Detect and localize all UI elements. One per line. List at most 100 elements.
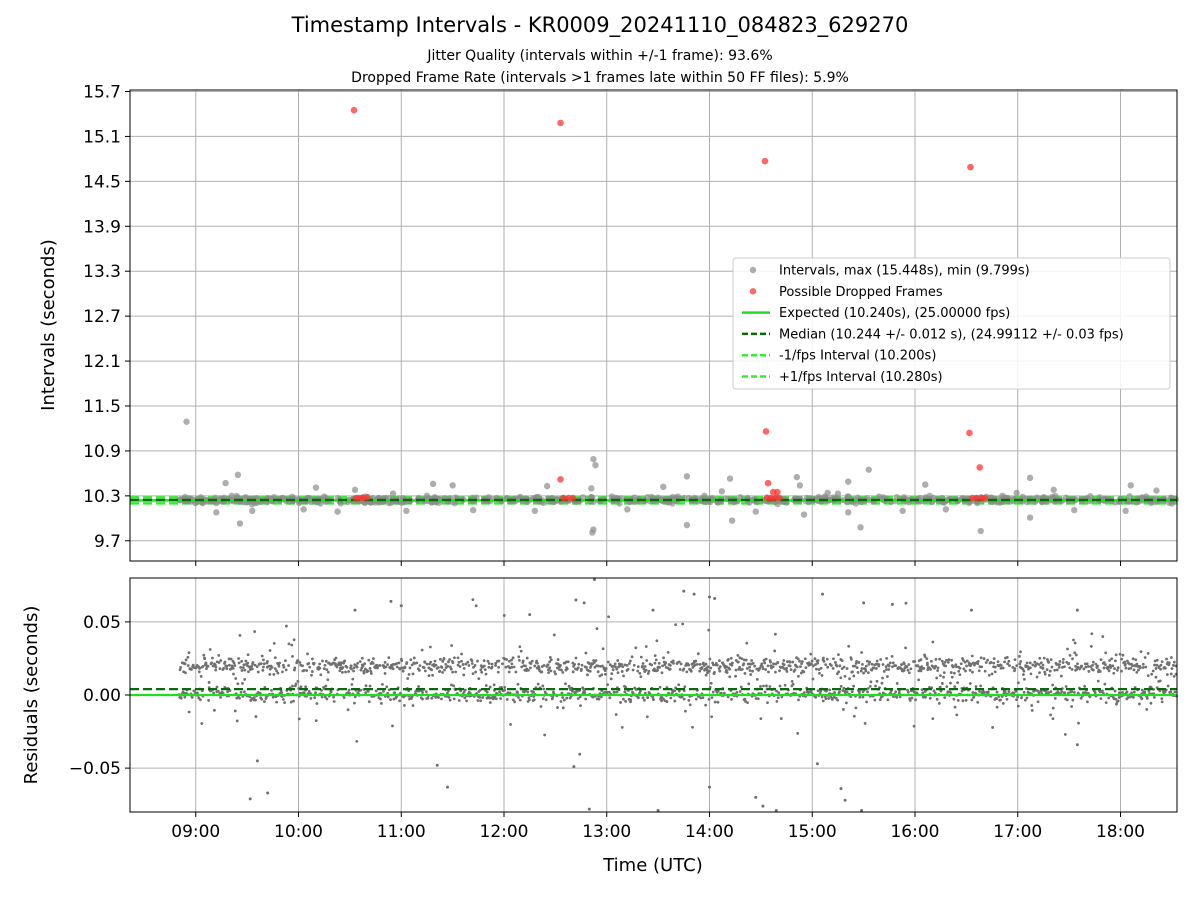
residual-point: [958, 666, 962, 670]
interval-point: [793, 473, 801, 481]
interval-point: [922, 481, 929, 488]
residual-point: [205, 667, 208, 671]
residual-point: [777, 691, 781, 695]
residual-point: [832, 695, 836, 699]
residual-point: [1041, 663, 1045, 667]
residual-point: [818, 671, 821, 675]
residual-point: [310, 657, 314, 661]
residual-point: [639, 675, 643, 679]
residual-point: [623, 690, 627, 694]
residual-point: [387, 656, 391, 660]
residual-point: [1023, 698, 1027, 702]
residual-point: [544, 698, 548, 702]
residual-point: [1107, 696, 1111, 700]
legend-box: [732, 257, 1171, 390]
residual-point: [1153, 663, 1156, 667]
residual-point: [488, 701, 492, 704]
residual-point: [478, 688, 482, 692]
residual-point: [1096, 664, 1099, 668]
residual-point: [471, 672, 475, 676]
residual-point: [335, 665, 339, 669]
residual-point: [463, 696, 467, 700]
residual-point: [510, 665, 514, 669]
residual-point: [979, 656, 983, 660]
residual-point: [943, 696, 947, 700]
residual-point: [505, 658, 509, 661]
residual-point: [725, 668, 728, 672]
residual-point: [332, 695, 336, 699]
residual-point: [938, 685, 942, 689]
residual-point: [355, 665, 359, 669]
residual-point: [423, 669, 427, 673]
residual-point: [441, 659, 445, 663]
residual-point: [1022, 677, 1026, 681]
residual-point: [448, 658, 452, 661]
residual-point: [1033, 660, 1037, 664]
residual-point: [885, 656, 889, 660]
residual-point: [250, 664, 254, 668]
residual-point: [252, 696, 256, 700]
residual-point: [995, 697, 999, 701]
residual-point: [503, 686, 507, 689]
residual-point: [680, 695, 684, 699]
residual-point: [561, 670, 565, 674]
residual-point: [512, 665, 516, 669]
residual-point: [1076, 662, 1079, 666]
interval-point: [592, 461, 599, 469]
residual-point: [613, 690, 616, 694]
interval-point: [726, 475, 734, 482]
residual-point: [961, 658, 965, 662]
residual-point: [516, 682, 520, 686]
residual-point: [922, 666, 926, 670]
residual-point: [616, 659, 620, 662]
residual-point: [761, 667, 765, 671]
residual-point: [852, 714, 856, 718]
residual-point: [825, 657, 829, 661]
residual-point: [262, 658, 265, 662]
residual-point: [560, 668, 563, 672]
residual-point: [908, 699, 912, 702]
residual-point: [241, 681, 244, 685]
residual-point: [305, 669, 309, 672]
residual-point: [1163, 666, 1167, 670]
residual-point: [243, 668, 247, 672]
residual-point: [949, 691, 953, 695]
residual-point: [822, 656, 825, 660]
residual-point: [862, 671, 866, 675]
residual-point: [760, 662, 764, 666]
residual-point: [729, 656, 733, 660]
residual-point: [816, 661, 820, 665]
residual-point: [437, 666, 440, 669]
residual-point: [1065, 660, 1069, 664]
residual-point: [583, 691, 587, 694]
dropped-frame-point: [761, 157, 769, 165]
x-axis-label: Time (UTC): [602, 855, 703, 876]
residual-point: [338, 669, 342, 673]
residual-point: [450, 644, 454, 647]
residual-point: [1055, 668, 1059, 672]
residual-point: [272, 672, 276, 676]
residual-point: [529, 666, 532, 670]
residual-point: [342, 696, 346, 700]
dropped-frame-point: [352, 494, 360, 502]
residual-point: [751, 669, 754, 673]
residual-point: [971, 670, 974, 674]
residual-point: [830, 698, 834, 701]
x-tick-label: 13:00: [582, 822, 631, 842]
residual-point: [1134, 658, 1138, 662]
residual-point: [634, 646, 638, 650]
residual-point: [565, 667, 569, 671]
residual-point: [504, 665, 508, 669]
residual-point: [821, 592, 825, 596]
residual-point: [229, 657, 233, 661]
residual-point: [866, 687, 870, 690]
residual-point: [275, 700, 278, 704]
residual-point: [551, 695, 555, 699]
residual-point: [617, 662, 621, 666]
residual-point: [630, 655, 634, 659]
residual-point: [891, 661, 895, 665]
interval-point: [228, 492, 235, 500]
residual-point: [627, 662, 631, 665]
residual-point: [785, 670, 789, 673]
residual-point: [366, 689, 370, 693]
